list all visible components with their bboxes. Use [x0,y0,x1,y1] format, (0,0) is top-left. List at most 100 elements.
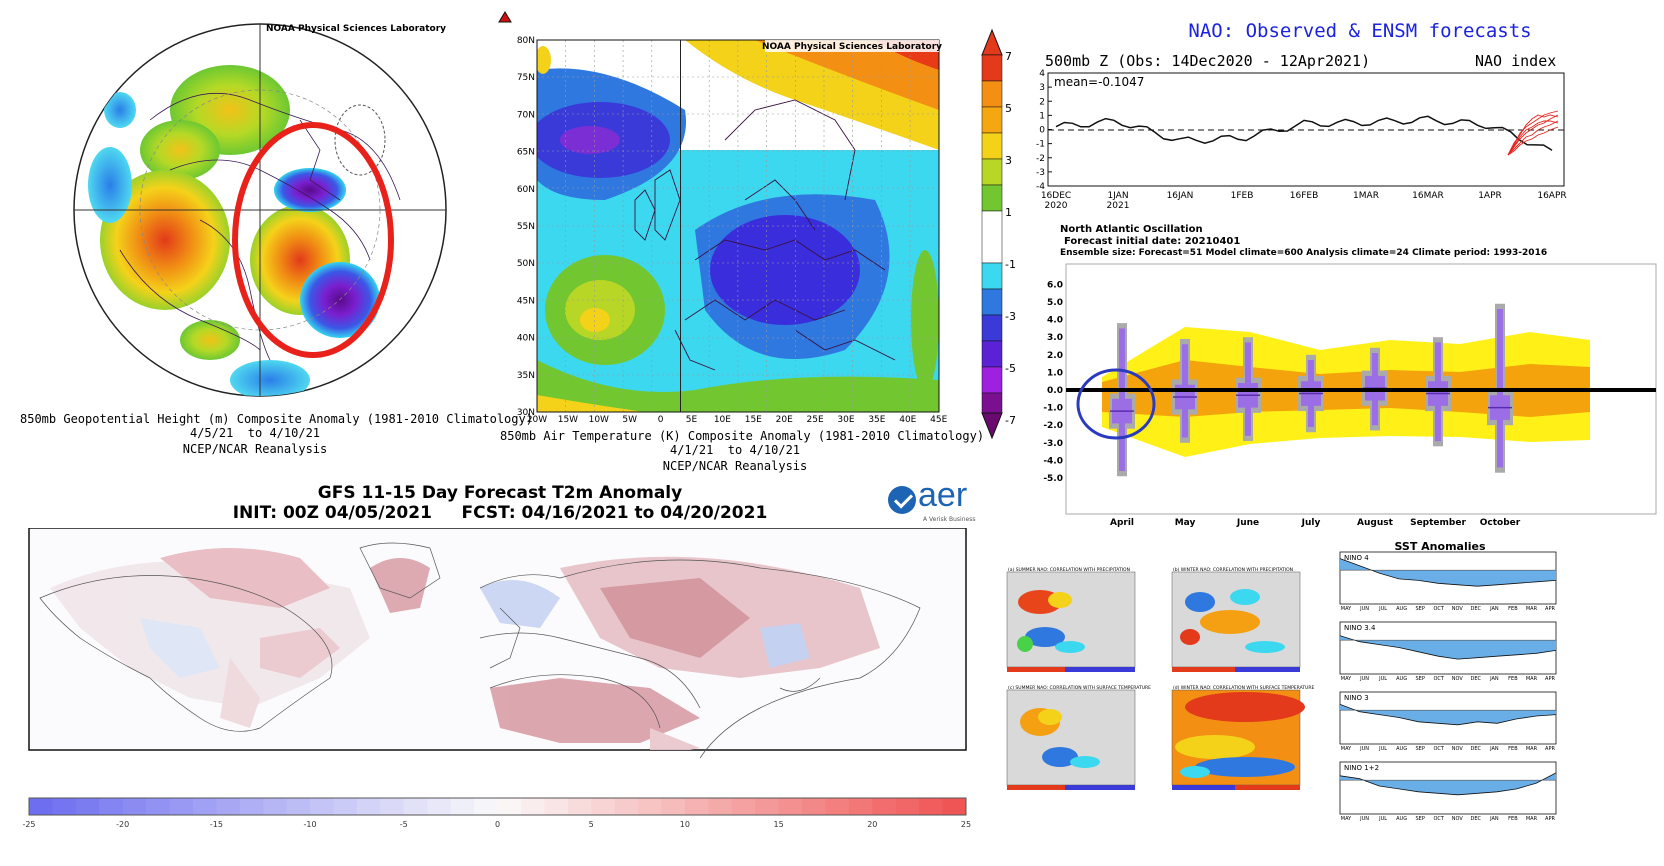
sst-month-label: FEB [1508,606,1518,612]
x-tick-label: 1APR [1478,191,1502,201]
sst-month-label: DEC [1471,816,1482,822]
sst-month-label: MAR [1526,746,1538,752]
euro-map: NOAA Physical Sciences Laboratory 80N 75N… [498,11,1016,440]
euro-caption-2: 4/1/21 to 4/10/21 [669,443,801,457]
colorbar-swatch [474,798,498,815]
lon-tick-label: 10W [589,415,609,425]
y-tick-label: -1.0 [1043,404,1063,414]
sst-anomaly-area [1340,772,1556,795]
y-tick-label: -4 [1036,182,1045,192]
month-label: May [1175,518,1196,528]
euro-caption-1: 850mb Air Temperature (K) Composite Anom… [500,429,985,443]
colorbar-swatch [520,798,545,815]
colorbar-tick-label: 7 [1005,50,1012,63]
colorbar-swatch [239,798,264,815]
colorbar-swatch [356,798,381,815]
sst-month-label: JUL [1378,816,1387,822]
lat-tick-label: 75N [517,73,535,83]
sst-panel-3: NINO 1+2 MAY JUN JUL AUG SEP OCT NOV DEC JAN FEB MA… [1339,761,1557,822]
lat-tick-label: 70N [517,110,535,120]
sst-month-label: NOV [1452,606,1464,612]
sst-month-label: APR [1545,606,1555,612]
sst-month-label: JUN [1359,746,1369,752]
colorbar-swatch [848,798,873,815]
sst-month-label: MAY [1341,746,1352,752]
arrow-icon [498,11,512,23]
month-label: April [1110,518,1134,528]
colorbar-swatch [427,798,452,815]
colorbar-swatch [286,798,311,815]
gfs-map: -25 -20 -15 -10 -5 0 5 10 15 20 25 [22,528,971,829]
sst-month-label: OCT [1433,746,1444,752]
colorbar-tick-label: -7 [1005,414,1016,427]
colorbar-tick-label: 20 [867,820,877,829]
y-tick-label: 4 [1039,69,1045,79]
sst-month-label: SEP [1416,606,1425,612]
colorbar-swatch [825,798,850,815]
colorbar-swatch [684,798,709,815]
polar-map: NOAA Physical Sciences Laboratory [73,23,447,397]
aer-logo-text: aer [918,482,968,514]
y-tick-label: 2.0 [1047,351,1063,361]
colorbar-swatch [263,798,288,815]
corr-label-c: (c) SUMMER NAO: CORRELATION WITH SURFACE… [1008,685,1151,691]
sst-month-label: NOV [1452,676,1464,682]
colorbar-swatch [497,798,522,815]
sst-panel-label: NINO 1+2 [1344,764,1379,772]
colorbar-swatch [614,798,639,815]
colorbar-swatch [708,798,733,815]
y-tick-label: 2 [1039,97,1045,107]
sst-month-label: JUL [1378,746,1387,752]
sst-month-label: APR [1545,746,1555,752]
aer-logo: aer A Verisk Business [885,482,985,526]
month-label: October [1480,518,1521,528]
lon-tick-label: 20W [527,415,547,425]
x-tick-label: 1FEB [1231,191,1254,201]
colorbar-tick-label: 3 [1005,154,1012,167]
colorbar-swatch [919,798,944,815]
lat-tick-label: 45N [517,296,535,306]
colorbar-tick-label: 1 [1005,206,1012,219]
colorbar-swatch [52,798,77,815]
colorbar-swatch [942,798,967,815]
y-tick-label: -5.0 [1043,474,1063,484]
corr-label-a: (a) SUMMER NAO: CORRELATION WITH PRECIPI… [1008,567,1130,573]
sst-panel-2: NINO 3 MAY JUN JUL AUG SEP OCT NOV DEC JAN FEB MAR A… [1339,691,1557,752]
highlight-circle [232,122,394,358]
colorbar-swatch [638,798,662,815]
polar-caption-3: NCEP/NCAR Reanalysis [182,442,328,456]
colorbar-swatch [216,798,241,815]
month-label: July [1301,518,1321,528]
colorbar-swatch [122,798,147,815]
sst-month-label: AUG [1396,816,1407,822]
highlight-circle [1076,368,1156,440]
sst-month-label: DEC [1471,676,1482,682]
sst-month-label: JUN [1359,676,1369,682]
colorbar-swatch [403,798,428,815]
sst-month-label: AUG [1396,746,1407,752]
x-tick-label: 16JAN [1167,191,1194,201]
lon-tick-label: 40E [899,415,916,425]
lab-label: NOAA Physical Sciences Laboratory [266,24,446,34]
y-tick-label: -4.0 [1043,456,1063,466]
corr-map-c [1006,689,1136,790]
y-tick-label: 4.0 [1047,316,1063,326]
nao-fcst-line2: Forecast initial date: 20210401 [1064,236,1241,247]
colorbar-swatch [778,798,803,815]
month-label: September [1410,518,1466,528]
sst-panel: SST Anomalies NINO 4 MAY JUN JUL AUG SEP OCT NO… [1320,538,1564,860]
nao-fcst-title: North Atlantic Oscillation [1060,224,1203,235]
sst-panel-label: NINO 3.4 [1344,624,1376,632]
colorbar-swatch [802,798,826,815]
y-tick-label: -1 [1036,140,1045,150]
aer-logo-sub: A Verisk Business [923,516,976,523]
x-tick-label: 16APR [1537,191,1566,201]
y-tick-label: -2.0 [1043,421,1063,431]
lon-tick-label: 25E [807,415,824,425]
colorbar-swatch [755,798,780,815]
lon-tick-label: 45E [930,415,947,425]
nao-observed-panel: NAO: Observed & ENSM forecasts 500mb Z (… [1030,15,1664,220]
sst-month-label: JAN [1489,606,1499,612]
lab-label: NOAA Physical Sciences Laboratory [762,42,942,52]
sst-month-label: JUL [1378,606,1387,612]
